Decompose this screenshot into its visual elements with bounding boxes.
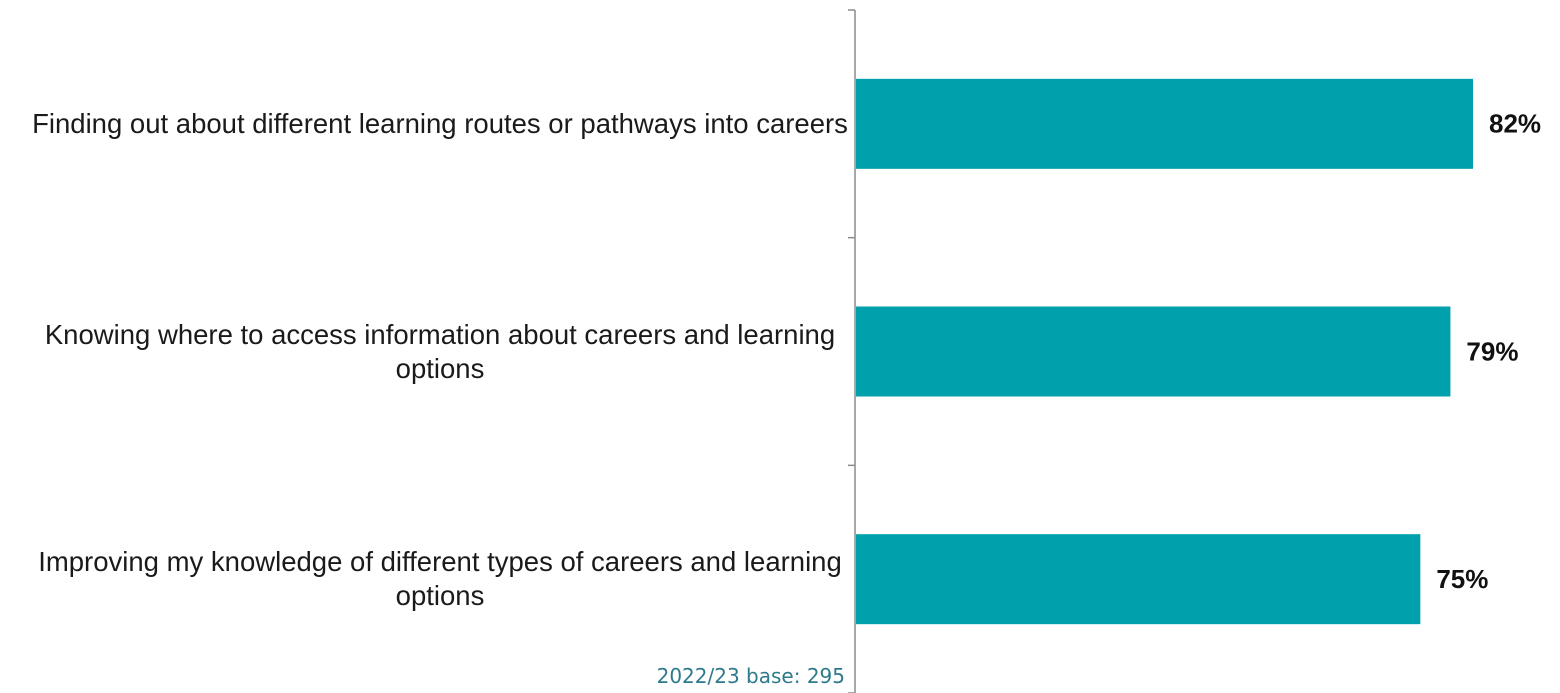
bar [856, 78, 1473, 169]
bar [856, 306, 1451, 397]
base-note: 2022/23 base: 295 [656, 664, 845, 688]
bar [856, 534, 1421, 625]
value-label: 82% [1489, 109, 1541, 139]
value-label: 75% [1436, 564, 1488, 594]
category-label: Improving my knowledge of different type… [38, 546, 842, 612]
category-label: Finding out about different learning rou… [32, 107, 848, 139]
category-label: Knowing where to access information abou… [44, 318, 836, 384]
value-label: 79% [1466, 336, 1518, 366]
